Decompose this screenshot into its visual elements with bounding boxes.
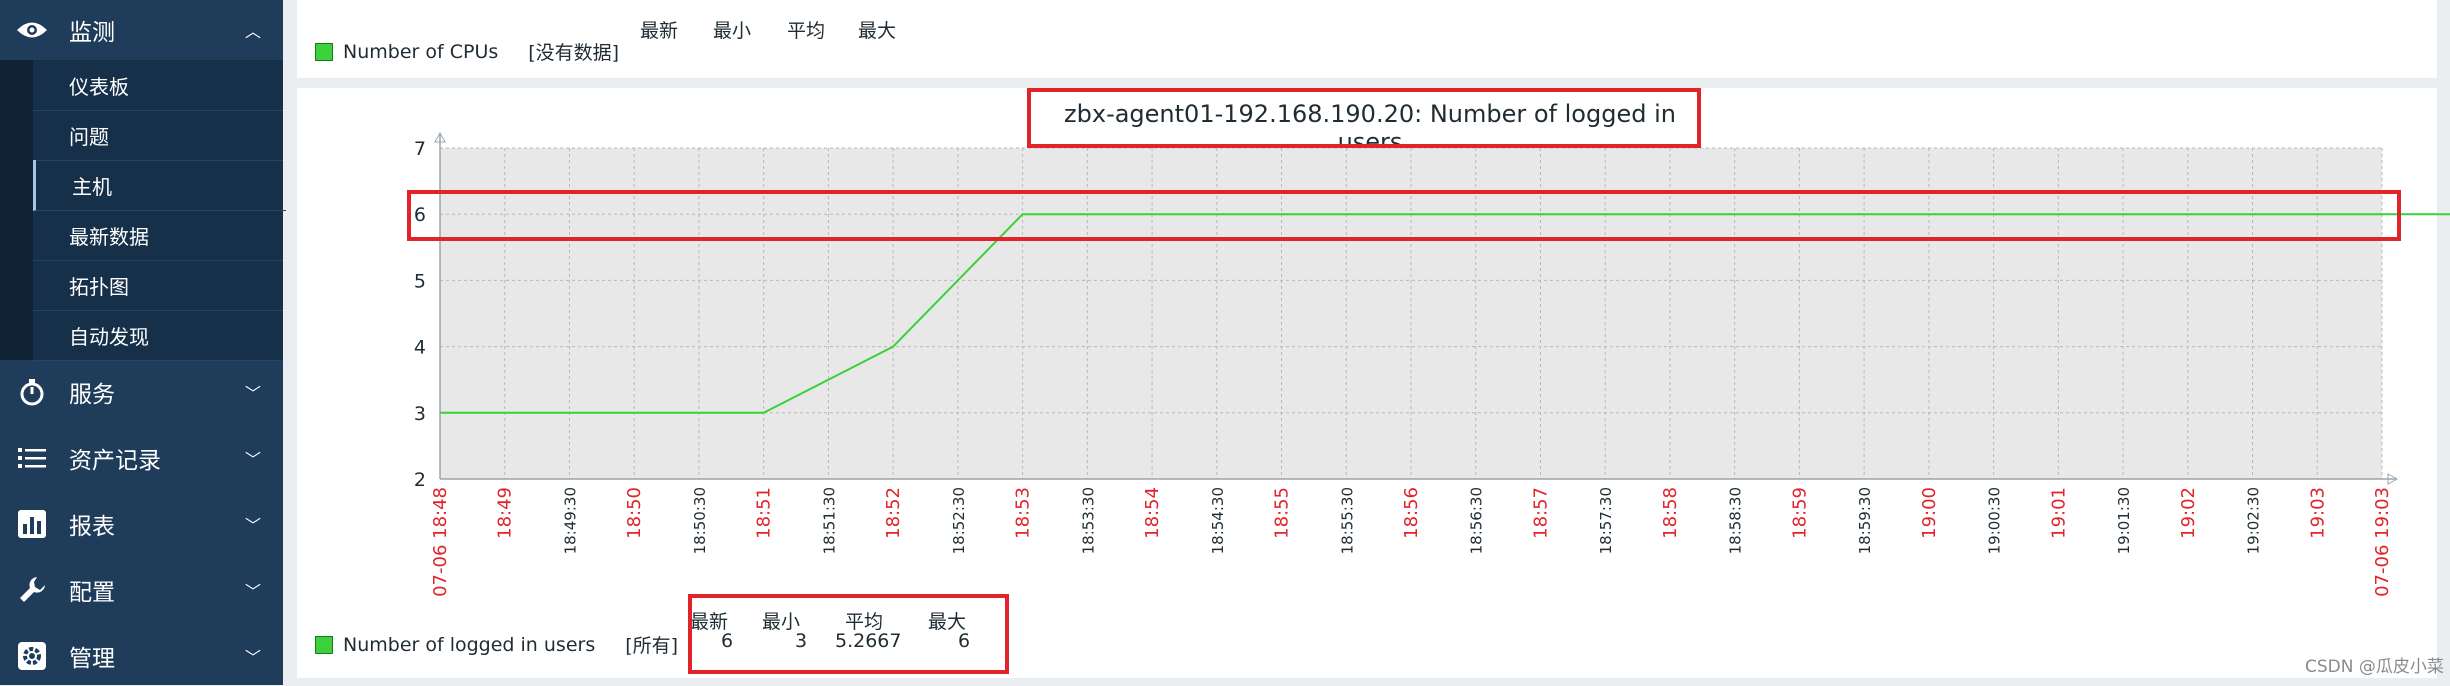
stopwatch-icon	[14, 374, 50, 410]
chevron-down-icon: ﹀	[244, 450, 261, 469]
stat-value-last: 6	[721, 630, 734, 652]
menu-monitoring[interactable]: 监测 ︿	[0, 0, 283, 60]
watermark: CSDN @瓜皮小菜	[2305, 657, 2444, 677]
cpu-header-last: 最新	[640, 20, 679, 42]
cpu-header-max: 最大	[858, 20, 897, 42]
eye-icon	[14, 12, 50, 48]
users-legend: Number of logged in users [所有]	[315, 631, 678, 658]
highlight-title-box	[1027, 88, 1701, 148]
gear-icon	[14, 638, 50, 674]
chevron-down-icon: ﹀	[244, 648, 261, 667]
chevron-up-icon: ︿	[244, 22, 261, 41]
submenu-item-maps[interactable]: 拓扑图	[33, 260, 283, 311]
wrench-icon	[14, 572, 50, 608]
menu-reports-label: 报表	[69, 514, 115, 540]
users-legend-scope: [所有]	[625, 635, 679, 657]
list-icon	[14, 440, 50, 476]
chevron-down-icon: ﹀	[244, 516, 261, 535]
menu-inventory-label: 资产记录	[69, 448, 161, 474]
cpu-legend-status: [没有数据]	[528, 42, 620, 64]
menu-administration[interactable]: 管理 ﹀	[0, 626, 283, 686]
users-graph-panel	[297, 88, 2437, 678]
highlight-value-box	[407, 190, 2401, 241]
stat-header-avg: 平均	[845, 611, 884, 633]
cpu-legend-name: Number of CPUs	[343, 40, 499, 63]
menu-configuration-label: 配置	[69, 580, 115, 606]
cpu-header-avg: 平均	[787, 20, 826, 42]
submenu-item-discovery[interactable]: 自动发现	[33, 310, 283, 361]
menu-administration-label: 管理	[69, 646, 115, 672]
stat-value-max: 6	[958, 630, 971, 652]
legend-swatch	[315, 42, 333, 61]
cpu-header-min: 最小	[713, 20, 752, 42]
stat-header-max: 最大	[928, 611, 967, 633]
chevron-down-icon: ﹀	[244, 582, 261, 601]
submenu-item-latest-data[interactable]: 最新数据	[33, 210, 283, 261]
stat-value-min: 3	[795, 630, 808, 652]
cpu-graph-panel	[297, 0, 2437, 78]
cpu-legend: Number of CPUs [没有数据]	[315, 38, 619, 65]
bar-chart-icon	[14, 506, 50, 542]
stat-header-min: 最小	[762, 611, 801, 633]
chevron-down-icon: ﹀	[244, 384, 261, 403]
menu-configuration[interactable]: 配置 ﹀	[0, 560, 283, 620]
menu-reports[interactable]: 报表 ﹀	[0, 494, 283, 554]
submenu-item-hosts[interactable]: 主机	[33, 160, 286, 211]
legend-swatch	[315, 635, 333, 654]
stat-value-avg: 5.2667	[835, 630, 902, 652]
highlight-stats-box	[688, 594, 1009, 674]
menu-inventory[interactable]: 资产记录 ﹀	[0, 428, 283, 488]
menu-services[interactable]: 服务 ﹀	[0, 362, 283, 422]
submenu-item-dashboard[interactable]: 仪表板	[33, 60, 283, 111]
menu-monitoring-label: 监测	[69, 20, 115, 46]
menu-services-label: 服务	[69, 382, 115, 408]
submenu-item-problems[interactable]: 问题	[33, 110, 283, 161]
stat-header-last: 最新	[690, 611, 729, 633]
sidebar: 监测 ︿ 仪表板 问题 主机 最新数据 拓扑图 自动发现 服务 ﹀ 资产记录 ﹀…	[0, 0, 286, 686]
users-legend-name: Number of logged in users	[343, 633, 596, 656]
